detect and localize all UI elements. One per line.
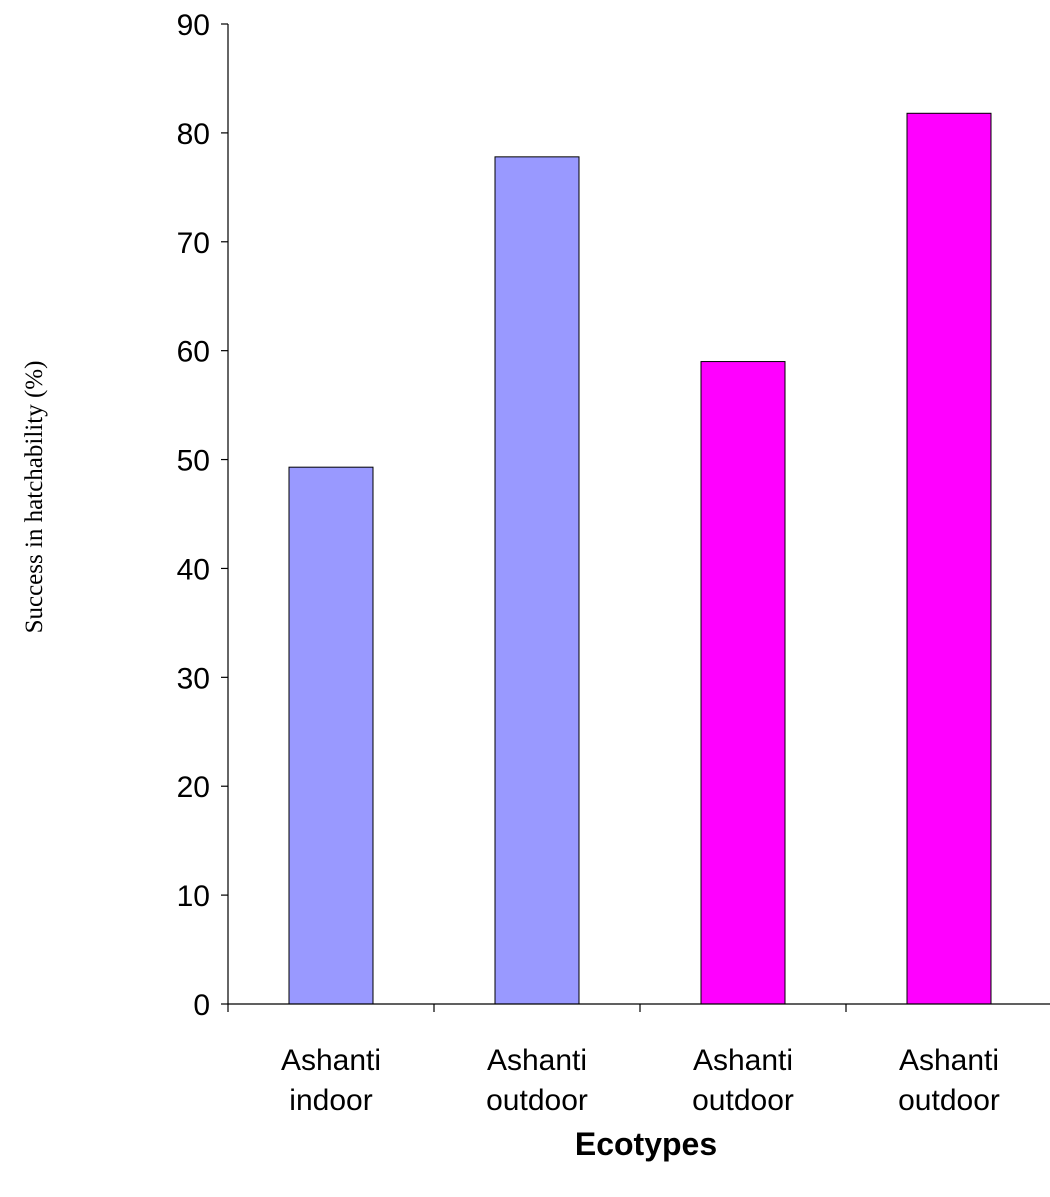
x-category-label-line: outdoor <box>692 1084 794 1117</box>
y-tick-label: 90 <box>177 9 210 42</box>
y-tick-label: 10 <box>177 880 210 913</box>
x-category-label-line: outdoor <box>486 1084 588 1117</box>
x-category-label: Ashanti outdoor <box>692 1044 794 1117</box>
x-category-label-line: Ashanti <box>281 1044 381 1077</box>
y-tick-label: 50 <box>177 445 210 478</box>
x-category-label: Ashanti outdoor <box>898 1044 1000 1117</box>
bar <box>700 361 786 1005</box>
x-category-label-line: indoor <box>289 1084 372 1117</box>
y-tick-label: 80 <box>177 118 210 151</box>
x-category-label: Ashanti outdoor <box>486 1044 588 1117</box>
y-ticks: 0 10 20 30 40 50 60 70 80 90 <box>177 9 228 1022</box>
x-category-label-line: Ashanti <box>899 1044 999 1077</box>
x-axis-title: Ecotypes <box>575 1126 717 1162</box>
x-category-label-line: Ashanti <box>487 1044 587 1077</box>
y-axis-title: Success in hatchability (%) <box>21 361 48 634</box>
y-tick-label: 30 <box>177 662 210 695</box>
x-ticks <box>227 1004 847 1012</box>
y-tick-label: 20 <box>177 771 210 804</box>
bar <box>494 156 580 1005</box>
bar <box>288 466 374 1005</box>
x-category-label-line: outdoor <box>898 1084 1000 1117</box>
y-tick-label: 0 <box>193 989 210 1022</box>
y-tick-label: 40 <box>177 553 210 586</box>
bar <box>906 112 992 1005</box>
category-labels: Ashanti indoor Ashanti outdoor Ashanti outdoo… <box>281 1044 1000 1117</box>
bars-layer <box>288 112 992 1005</box>
x-category-label-line: Ashanti <box>693 1044 793 1077</box>
y-tick-label: 60 <box>177 336 210 369</box>
x-category-label: Ashanti indoor <box>281 1044 381 1117</box>
y-tick-label: 70 <box>177 227 210 260</box>
